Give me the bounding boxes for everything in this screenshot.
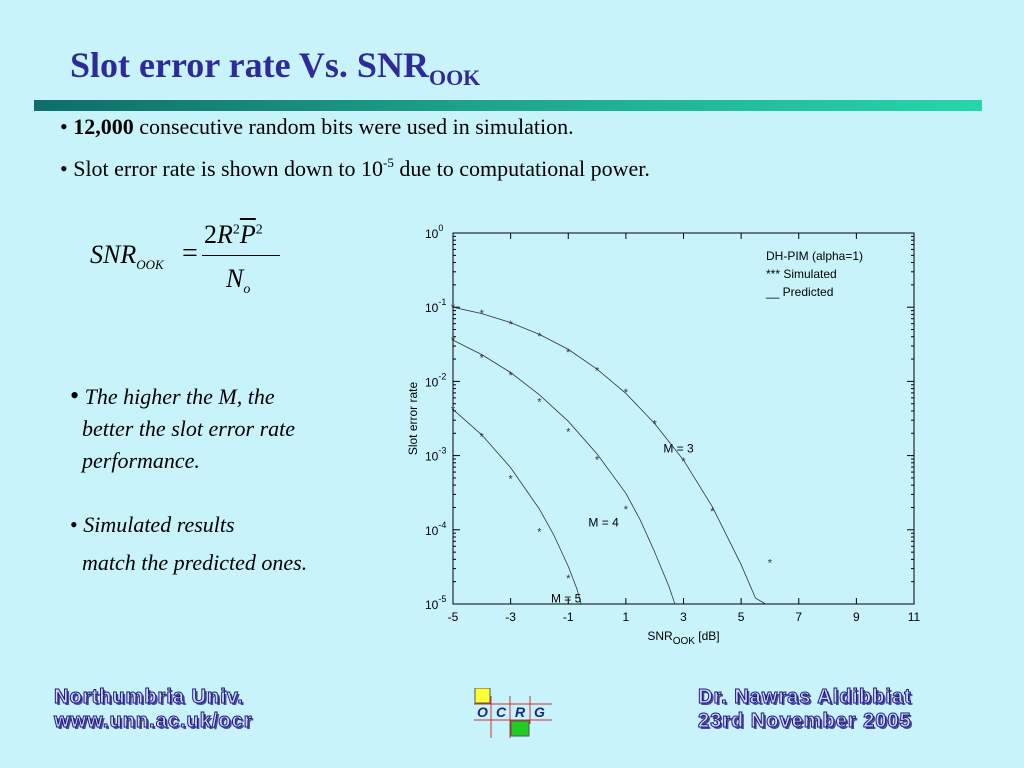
x-tick-label: 9 bbox=[853, 610, 860, 624]
formula-numerator: 2R2P2 bbox=[204, 220, 263, 249]
simulated-point: * bbox=[451, 302, 456, 314]
simulated-point: * bbox=[451, 335, 456, 347]
logo-letter-r: R bbox=[515, 704, 526, 720]
simulated-point: * bbox=[451, 404, 456, 416]
simulated-point: * bbox=[480, 308, 485, 320]
logo-green-square bbox=[510, 720, 530, 737]
footer-university: Northumbria Univ. bbox=[54, 686, 244, 709]
note-higher-m: • The higher the M, the better the slot … bbox=[70, 381, 296, 473]
series-annotation: M = 4 bbox=[588, 516, 619, 530]
simulated-point: * bbox=[537, 396, 542, 408]
legend-entry: *** Simulated bbox=[766, 267, 837, 281]
simulated-point: * bbox=[624, 387, 629, 399]
simulated-point: * bbox=[480, 352, 485, 364]
bullet-computation: • Slot error rate is shown down to 10-5 … bbox=[60, 155, 650, 181]
simulated-point: * bbox=[508, 370, 513, 382]
note-simulated: • Simulated results match the predicted … bbox=[70, 512, 308, 575]
simulated-point: * bbox=[595, 365, 600, 377]
predicted-line bbox=[452, 306, 766, 605]
simulated-point: * bbox=[681, 456, 686, 468]
series-annotation: M = 5 bbox=[551, 591, 582, 605]
simulated-point: * bbox=[537, 331, 542, 343]
footer-author: Dr. Nawras Aldibbiat bbox=[698, 686, 912, 709]
simulated-point: * bbox=[710, 506, 715, 518]
simulated-point: * bbox=[508, 319, 513, 331]
x-tick-label: 3 bbox=[680, 610, 687, 624]
snr-formula: SNROOK = 2R2P2 No bbox=[86, 214, 286, 304]
x-tick-label: -3 bbox=[505, 610, 516, 624]
y-axis-label: Slot error rate bbox=[406, 381, 420, 455]
slide-title: Slot error rate Vs. SNROOK bbox=[70, 44, 480, 91]
predicted-line bbox=[452, 409, 582, 605]
x-axis-label: SNROOK [dB] bbox=[647, 629, 719, 647]
y-tick-label: 10-4 bbox=[425, 520, 446, 538]
predicted-line bbox=[452, 339, 676, 605]
y-tick-label: 100 bbox=[425, 223, 443, 241]
y-tick-label: 10-3 bbox=[425, 446, 446, 464]
logo-letter-c: C bbox=[496, 704, 507, 720]
title-divider bbox=[34, 100, 982, 111]
x-tick-label: 1 bbox=[623, 610, 630, 624]
simulated-point: * bbox=[537, 527, 542, 539]
ocrg-logo: O C R G bbox=[474, 688, 552, 738]
footer-url: www.unn.ac.uk/ocr bbox=[54, 710, 253, 733]
title-main: Slot error rate Vs. SNR bbox=[70, 45, 429, 85]
footer-date: 23rd November 2005 bbox=[698, 710, 912, 733]
logo-letter-o: O bbox=[477, 704, 488, 720]
simulated-point: * bbox=[566, 573, 571, 585]
legend-entry: DH-PIM (alpha=1) bbox=[766, 249, 863, 263]
x-tick-label: 11 bbox=[908, 610, 921, 624]
simulated-point: * bbox=[653, 419, 658, 431]
simulated-point: * bbox=[595, 454, 600, 466]
simulated-point: * bbox=[768, 558, 773, 570]
logo-yellow-square bbox=[474, 688, 491, 704]
fraction-bar bbox=[202, 255, 280, 256]
plot-frame bbox=[452, 232, 915, 605]
simulated-point: * bbox=[508, 474, 513, 486]
y-tick-label: 10-5 bbox=[425, 594, 446, 612]
bit-count: 12,000 bbox=[73, 114, 134, 139]
x-tick-label: 5 bbox=[738, 610, 745, 624]
simulated-point: * bbox=[624, 504, 629, 516]
title-subscript: OOK bbox=[428, 65, 481, 90]
x-tick-label: -5 bbox=[448, 610, 459, 624]
bullet-bits: • 12,000 consecutive random bits were us… bbox=[60, 114, 574, 139]
x-tick-label: -1 bbox=[563, 610, 574, 624]
simulated-point: * bbox=[566, 427, 571, 439]
y-tick-label: 10-1 bbox=[425, 297, 446, 315]
simulated-point: * bbox=[566, 347, 571, 359]
x-tick-label: 7 bbox=[795, 610, 802, 624]
formula-denominator: No bbox=[226, 264, 251, 298]
logo-letter-g: G bbox=[534, 704, 545, 720]
legend-entry: __ Predicted bbox=[765, 285, 833, 299]
series-annotation: M = 3 bbox=[663, 442, 694, 456]
y-tick-label: 10-2 bbox=[425, 371, 446, 389]
simulated-point: * bbox=[480, 432, 485, 444]
